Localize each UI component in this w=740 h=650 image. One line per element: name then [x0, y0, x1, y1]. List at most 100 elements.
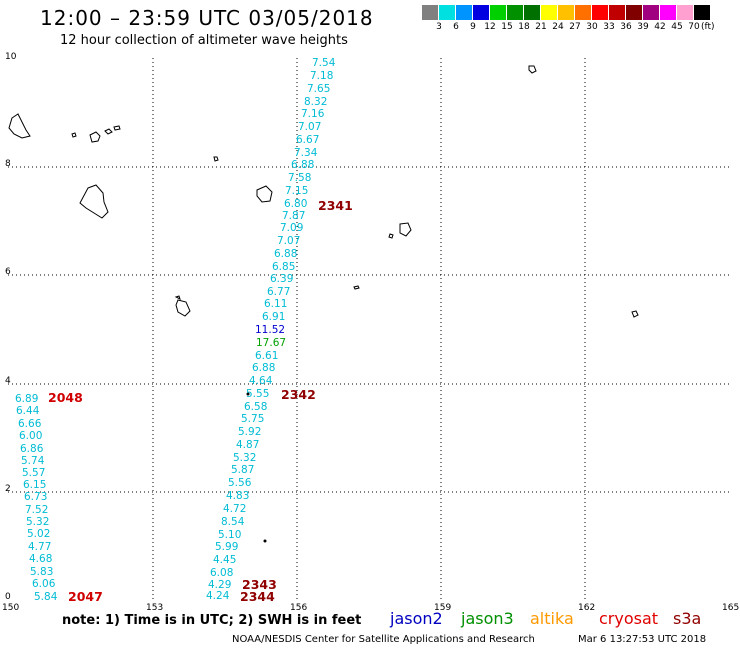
scale-label: 27: [569, 22, 581, 32]
wave-height-label: 4.83: [226, 490, 250, 502]
scale-swatch: [456, 5, 472, 20]
island-outline: [353, 285, 360, 290]
wave-height-label: 6.06: [32, 578, 56, 590]
x-tick-label: 156: [290, 603, 308, 613]
wave-height-label: 7.18: [310, 70, 334, 82]
wave-height-label: 5.83: [30, 566, 54, 578]
scale-swatch: [490, 5, 506, 20]
wave-height-label: 6.00: [19, 430, 43, 442]
wave-height-label: 5.56: [228, 477, 252, 489]
y-tick-label: 0: [5, 592, 11, 602]
scale-swatch: [575, 5, 591, 20]
island-outline: [213, 156, 219, 162]
satellite-cryosat: cryosat: [599, 609, 659, 628]
wave-height-label: 5.02: [27, 528, 51, 540]
scale-swatch: [541, 5, 557, 20]
wave-height-label: 8.32: [304, 96, 328, 108]
wave-height-label: 6.88: [291, 159, 315, 171]
wave-height-label: 7.15: [285, 185, 309, 197]
scale-label: 9: [470, 22, 476, 32]
scale-swatch: [507, 5, 523, 20]
x-tick-label: 150: [2, 603, 20, 613]
coastlines: [8, 65, 639, 318]
scale-label: 42: [654, 22, 666, 32]
wave-height-label: 6.88: [274, 248, 298, 260]
y-tick-label: 2: [5, 484, 11, 494]
island-outline: [89, 131, 101, 143]
island-outline: [104, 128, 113, 135]
scale-swatch: [439, 5, 455, 20]
track-label: 2048: [48, 390, 83, 405]
generation-timestamp: Mar 6 13:27:53 UTC 2018: [578, 634, 707, 645]
wave-height-label: 6.58: [244, 401, 268, 413]
wave-height-label: 6.39: [270, 273, 294, 285]
wave-height-label: 5.75: [241, 413, 265, 425]
scale-swatch: [524, 5, 540, 20]
wave-height-label: 5.84: [34, 591, 58, 603]
track-dot: [246, 392, 250, 396]
wave-height-label: 6.89: [15, 393, 39, 405]
x-tick-label: 153: [146, 603, 164, 613]
wave-height-label: 6.67: [296, 134, 320, 146]
wave-height-label: 6.88: [252, 362, 276, 374]
scale-label: 36: [620, 22, 632, 32]
y-tick-label: 10: [5, 52, 17, 62]
wave-height-label: 7.87: [282, 210, 306, 222]
credit-line: NOAA/NESDIS Center for Satellite Applica…: [232, 634, 535, 645]
wave-height-label: 5.92: [238, 426, 262, 438]
scale-swatch: [643, 5, 659, 20]
wave-height-label: 6.66: [18, 418, 42, 430]
satellite-altika: altika: [530, 609, 574, 628]
island-outline: [175, 299, 191, 317]
island-outline: [256, 185, 273, 203]
island-outline: [71, 132, 77, 138]
scale-swatch: [677, 5, 693, 20]
wave-height-label: 5.32: [26, 516, 50, 528]
wave-height-label: 7.58: [288, 172, 312, 184]
wave-height-label: 5.55: [246, 388, 270, 400]
scale-swatch: [660, 5, 676, 20]
wave-height-label: 17.67: [256, 337, 287, 349]
scale-swatch: [558, 5, 574, 20]
scale-swatch: [422, 5, 438, 20]
wave-height-label: 6.44: [16, 405, 40, 417]
wave-height-label: 7.07: [277, 235, 301, 247]
wave-height-label: 5.74: [21, 455, 45, 467]
scale-swatch: [626, 5, 642, 20]
wave-height-label: 5.87: [231, 464, 255, 476]
wave-height-label: 7.52: [25, 504, 49, 516]
wave-height-label: 4.45: [213, 554, 237, 566]
y-tick-label: 4: [5, 376, 11, 386]
scale-swatch: [694, 5, 710, 20]
satellite-jason2: jason2: [390, 609, 443, 628]
wave-height-label: 7.07: [298, 121, 322, 133]
scale-swatch: [473, 5, 489, 20]
grid-lines: [8, 58, 732, 600]
wave-height-label: 8.54: [221, 516, 245, 528]
wave-height-label: 6.11: [264, 298, 288, 310]
wave-height-label: 5.99: [215, 541, 239, 553]
wave-height-label: 6.86: [20, 443, 44, 455]
scale-label: 21: [535, 22, 547, 32]
track-label: 2344: [240, 589, 275, 604]
track-label: 2343: [242, 577, 277, 592]
footer-note: note: 1) Time is in UTC; 2) SWH is in fe…: [62, 613, 362, 628]
scale-label: 45: [671, 22, 683, 32]
wave-height-label: 7.16: [301, 108, 325, 120]
scale-label: 18: [518, 22, 530, 32]
x-tick-label: 159: [434, 603, 452, 613]
wave-height-label: 6.15: [23, 479, 47, 491]
track-label: 2341: [318, 198, 353, 213]
wave-height-label: 11.52: [255, 324, 286, 336]
track-dot: [263, 539, 267, 543]
island-outline: [79, 184, 109, 219]
scale-label: 70: [688, 22, 700, 32]
wave-height-label: 4.64: [249, 375, 273, 387]
wave-height-label: 6.80: [284, 198, 308, 210]
scale-label: 15: [501, 22, 513, 32]
wave-height-label: 6.77: [267, 286, 291, 298]
wave-height-label: 7.54: [312, 57, 336, 69]
wave-height-label: 4.72: [223, 503, 247, 515]
wave-height-label: 6.61: [255, 350, 279, 362]
scale-label: 6: [453, 22, 459, 32]
